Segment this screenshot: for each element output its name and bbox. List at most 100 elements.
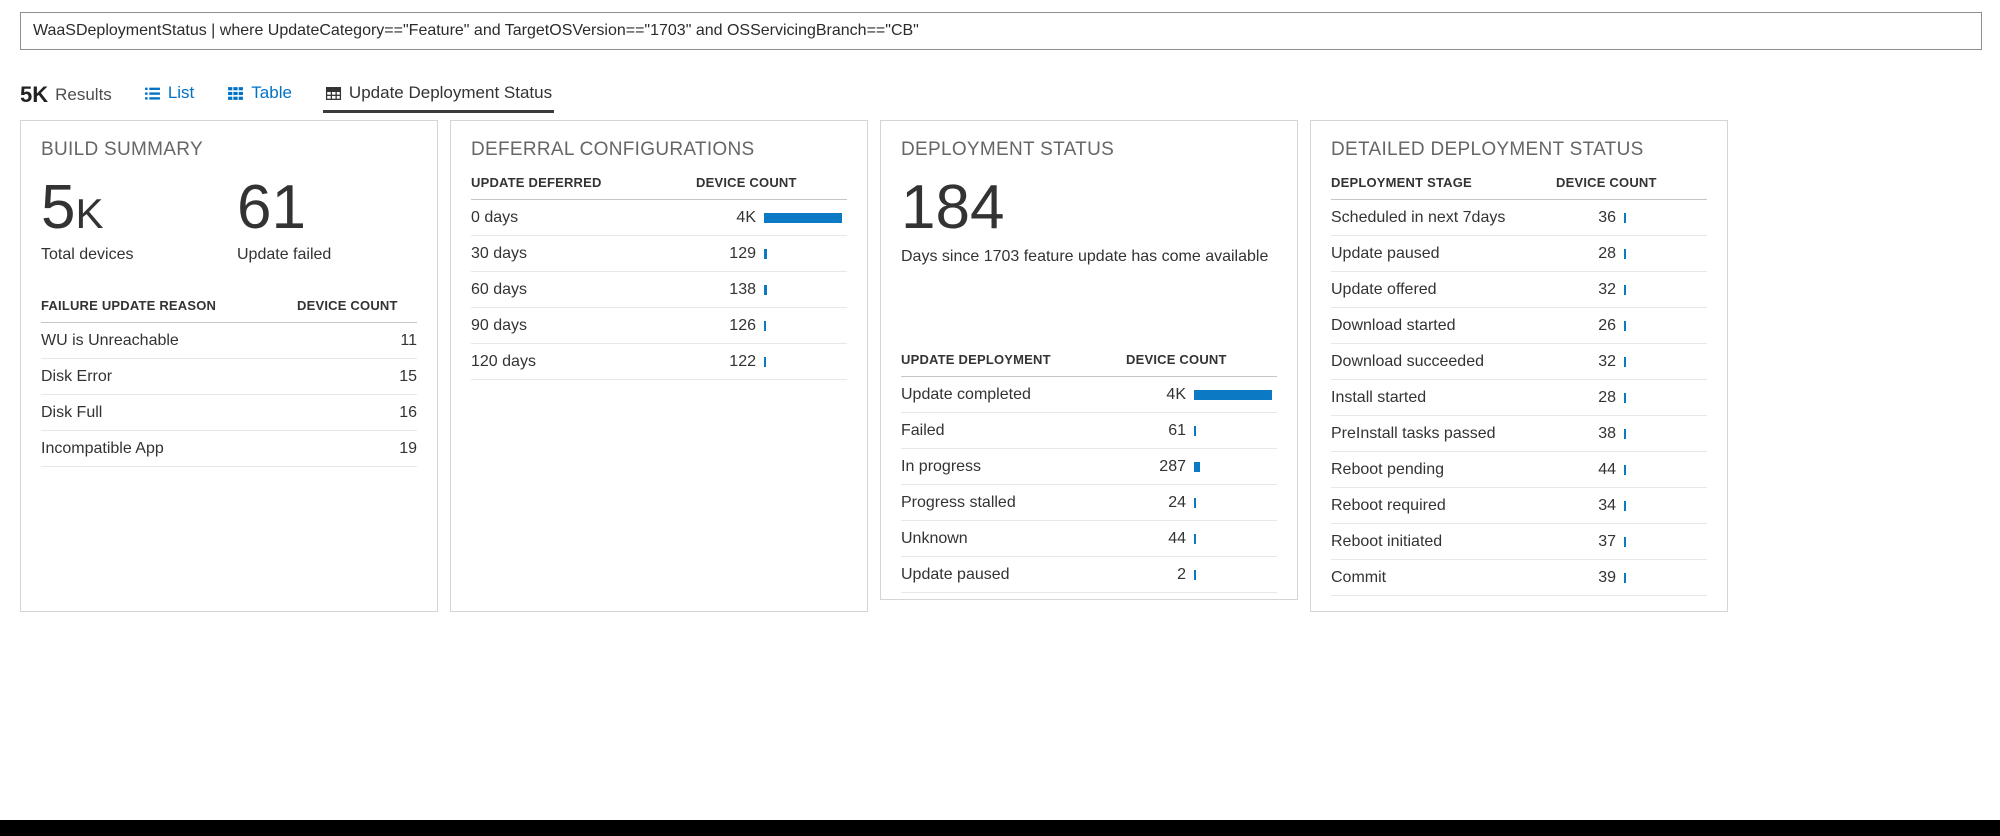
table-row[interactable]: 30 days 129	[471, 236, 847, 272]
bar-cell	[764, 320, 847, 331]
query-input[interactable]: WaaSDeploymentStatus | where UpdateCateg…	[20, 12, 1982, 50]
metric-total-devices[interactable]: 5K Total devices	[41, 175, 191, 264]
row-label: Update paused	[1331, 244, 1440, 262]
table-row[interactable]: WU is Unreachable 11	[41, 323, 417, 360]
table-row[interactable]: Install started 28	[1331, 380, 1707, 416]
value-bar	[1624, 536, 1626, 547]
table-row[interactable]: 60 days 138	[471, 272, 847, 308]
table-row[interactable]: Incompatible App 19	[41, 431, 417, 468]
value-bar	[1624, 392, 1626, 403]
row-label: PreInstall tasks passed	[1331, 424, 1496, 442]
row-value: 122	[729, 352, 756, 370]
row-label: Disk Full	[41, 403, 103, 421]
list-icon	[144, 85, 161, 102]
value-bar	[1624, 500, 1626, 511]
row-label: 90 days	[471, 316, 528, 334]
row-label: Download started	[1331, 316, 1456, 334]
bar-cell	[1194, 569, 1277, 580]
bar-cell	[1194, 425, 1277, 436]
failure-reason-table: FAILURE UPDATE REASON DEVICE COUNT WU is…	[41, 298, 417, 468]
deferral-table: UPDATE DEFERRED DEVICE COUNT 0 days 4K 3…	[471, 175, 847, 380]
table-row[interactable]: Failed 61	[901, 413, 1277, 450]
row-label: Unknown	[901, 529, 968, 547]
row-value: 37	[1598, 532, 1616, 550]
row-value: 4K	[1166, 385, 1186, 403]
table-row[interactable]: Reboot initiated 37	[1331, 524, 1707, 560]
value-bar	[1624, 464, 1626, 475]
row-label: 120 days	[471, 352, 536, 370]
table-row[interactable]: Reboot pending 44	[1331, 452, 1707, 488]
bar-cell	[764, 212, 847, 223]
bar-cell	[1624, 428, 1707, 439]
column-header: DEVICE COUNT	[1556, 175, 1657, 190]
row-value: 287	[1159, 457, 1186, 475]
value-bar	[1194, 461, 1200, 472]
tab-label: Table	[251, 83, 292, 102]
row-label: Failed	[901, 421, 945, 439]
row-value: 44	[1598, 460, 1616, 478]
dashboard-grid-icon	[325, 85, 342, 102]
table-row[interactable]: Update completed 4K	[901, 377, 1277, 414]
row-label: Incompatible App	[41, 439, 164, 457]
table-row[interactable]: Update offered 32	[1331, 272, 1707, 308]
table-row[interactable]: Disk Error 15	[41, 359, 417, 396]
results-count: 5K	[20, 81, 49, 107]
value-bar	[1624, 428, 1626, 439]
bar-cell	[1624, 392, 1707, 403]
table-row[interactable]: Reboot required 34	[1331, 488, 1707, 524]
value-bar	[1624, 320, 1626, 331]
column-header: DEVICE COUNT	[1126, 352, 1227, 368]
panel-title: DEPLOYMENT STATUS	[901, 139, 1115, 160]
table-row[interactable]: Update paused 28	[1331, 236, 1707, 272]
panel-build-summary: BUILD SUMMARY 5K Total devices 61 Update…	[20, 120, 438, 612]
table-row[interactable]: Download succeeded 32	[1331, 344, 1707, 380]
table-row[interactable]: Commit 39	[1331, 560, 1707, 596]
tab-label: Update Deployment Status	[348, 83, 553, 102]
row-label: Download succeeded	[1331, 352, 1484, 370]
tab-table[interactable]: Table	[225, 76, 294, 113]
metric-days-since[interactable]: 184 Days since 1703 feature update has c…	[901, 175, 1277, 266]
table-row[interactable]: 0 days 4K	[471, 200, 847, 236]
value-bar	[764, 356, 766, 367]
table-row[interactable]: In progress 287	[901, 449, 1277, 486]
bar-cell	[1624, 464, 1707, 475]
table-row[interactable]: Update paused 2	[901, 557, 1277, 594]
table-row[interactable]: 120 days 122	[471, 344, 847, 380]
table-header: UPDATE DEPLOYMENT DEVICE COUNT	[901, 352, 1277, 378]
tab-update-deployment-status[interactable]: Update Deployment Status	[322, 76, 555, 113]
table-row[interactable]: PreInstall tasks passed 38	[1331, 416, 1707, 452]
query-text: WaaSDeploymentStatus | where UpdateCateg…	[33, 22, 919, 39]
row-value: 28	[1598, 244, 1616, 262]
table-row[interactable]: Download started 26	[1331, 308, 1707, 344]
metric-value: 5K	[41, 175, 191, 240]
table-row[interactable]: Unknown 44	[901, 521, 1277, 558]
bar-cell	[764, 284, 847, 295]
row-label: 0 days	[471, 208, 519, 226]
bar-cell	[1194, 533, 1277, 544]
table-row[interactable]: Scheduled in next 7days 36	[1331, 200, 1707, 236]
value-bar	[1624, 248, 1626, 259]
row-value: 36	[1598, 208, 1616, 226]
table-row[interactable]: 90 days 126	[471, 308, 847, 344]
table-header: UPDATE DEFERRED DEVICE COUNT	[471, 175, 847, 200]
row-value: 19	[399, 439, 417, 457]
bar-cell	[1624, 284, 1707, 295]
table-row[interactable]: Disk Full 16	[41, 395, 417, 432]
table-row[interactable]: Progress stalled 24	[901, 485, 1277, 522]
row-value: 129	[729, 244, 756, 262]
table-header: DEPLOYMENT STAGE DEVICE COUNT	[1331, 175, 1707, 200]
metric-label: Total devices	[41, 246, 134, 264]
value-bar	[764, 320, 766, 331]
value-bar	[764, 212, 842, 223]
value-bar	[1194, 497, 1196, 508]
row-label: Disk Error	[41, 367, 113, 385]
panel-title: DETAILED DEPLOYMENT STATUS	[1331, 139, 1644, 160]
row-value: 34	[1598, 496, 1616, 514]
tab-list[interactable]: List	[142, 76, 196, 113]
column-header: DEVICE COUNT	[696, 175, 797, 190]
row-value: 28	[1598, 388, 1616, 406]
column-header: FAILURE UPDATE REASON	[41, 298, 217, 314]
bar-cell	[1624, 248, 1707, 259]
metric-update-failed[interactable]: 61 Update failed	[237, 175, 387, 264]
bar-cell	[1194, 497, 1277, 508]
